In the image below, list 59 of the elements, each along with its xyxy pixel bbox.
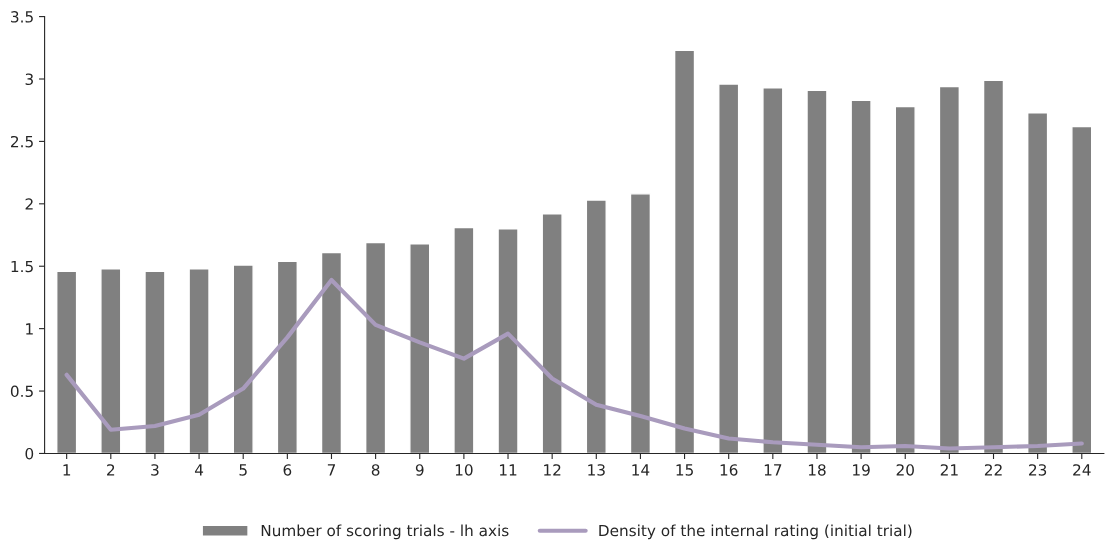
x-tick-label: 22 xyxy=(984,464,1002,476)
bar xyxy=(497,228,519,454)
x-tick-label: 7 xyxy=(327,464,336,476)
x-tick-label: 17 xyxy=(764,464,782,476)
bar xyxy=(762,87,784,454)
bar xyxy=(938,85,961,454)
bar xyxy=(232,264,254,454)
x-tick-label: 14 xyxy=(632,464,650,476)
y-tick-label: 2.5 xyxy=(11,135,33,148)
y-tick-label: 3.5 xyxy=(11,11,33,23)
x-tick-label: 21 xyxy=(940,464,958,476)
bar xyxy=(585,199,607,454)
x-tick-label: 6 xyxy=(283,464,292,476)
x-tick-label: 13 xyxy=(588,464,605,476)
x-tick-label: 10 xyxy=(455,464,473,476)
y-tick-label: 1.5 xyxy=(11,260,33,273)
bar xyxy=(56,270,78,454)
bar xyxy=(806,89,828,454)
bar xyxy=(320,251,343,454)
x-tick-label: 23 xyxy=(1029,464,1047,476)
bar xyxy=(629,193,652,454)
y-tick-label: 0.5 xyxy=(10,385,33,398)
bar xyxy=(188,268,210,454)
x-tick-label: 9 xyxy=(415,464,424,476)
x-tick-label: 16 xyxy=(720,464,738,476)
x-tick-label: 4 xyxy=(194,464,204,476)
bar xyxy=(673,49,696,454)
x-tick-label: 3 xyxy=(151,464,159,476)
x-tick-label: 1 xyxy=(63,464,71,476)
y-tick-label: 3 xyxy=(25,73,33,86)
legend-label: Density of the internal rating (initial trial) xyxy=(599,524,912,540)
bar xyxy=(982,79,1005,454)
x-tick-label: 2 xyxy=(107,464,115,476)
bar xyxy=(541,213,563,454)
x-tick-label: 11 xyxy=(499,464,517,476)
y-tick-label: 1 xyxy=(26,323,33,335)
bar xyxy=(364,241,387,454)
bar xyxy=(276,260,298,454)
y-tick-label: 2 xyxy=(25,198,33,210)
x-tick-label: 20 xyxy=(896,464,914,476)
x-tick-label: 12 xyxy=(544,464,561,476)
x-tick-label: 5 xyxy=(239,464,247,476)
bar xyxy=(894,105,916,454)
bar xyxy=(409,243,431,454)
bar xyxy=(1027,112,1049,454)
legend-label: Number of scoring trials - lh axis xyxy=(261,524,509,540)
x-tick-label: 19 xyxy=(853,464,870,476)
bar xyxy=(718,83,740,454)
y-tick-label: 0 xyxy=(25,447,34,460)
x-tick-label: 8 xyxy=(371,464,380,476)
bar xyxy=(850,99,872,454)
bar xyxy=(100,268,122,454)
bar xyxy=(453,226,475,454)
x-tick-label: 18 xyxy=(808,464,826,476)
bar xyxy=(1071,125,1093,454)
x-tick-label: 15 xyxy=(676,464,693,476)
x-tick-label: 24 xyxy=(1073,464,1091,476)
bar xyxy=(144,270,166,454)
line-series xyxy=(64,277,1084,451)
